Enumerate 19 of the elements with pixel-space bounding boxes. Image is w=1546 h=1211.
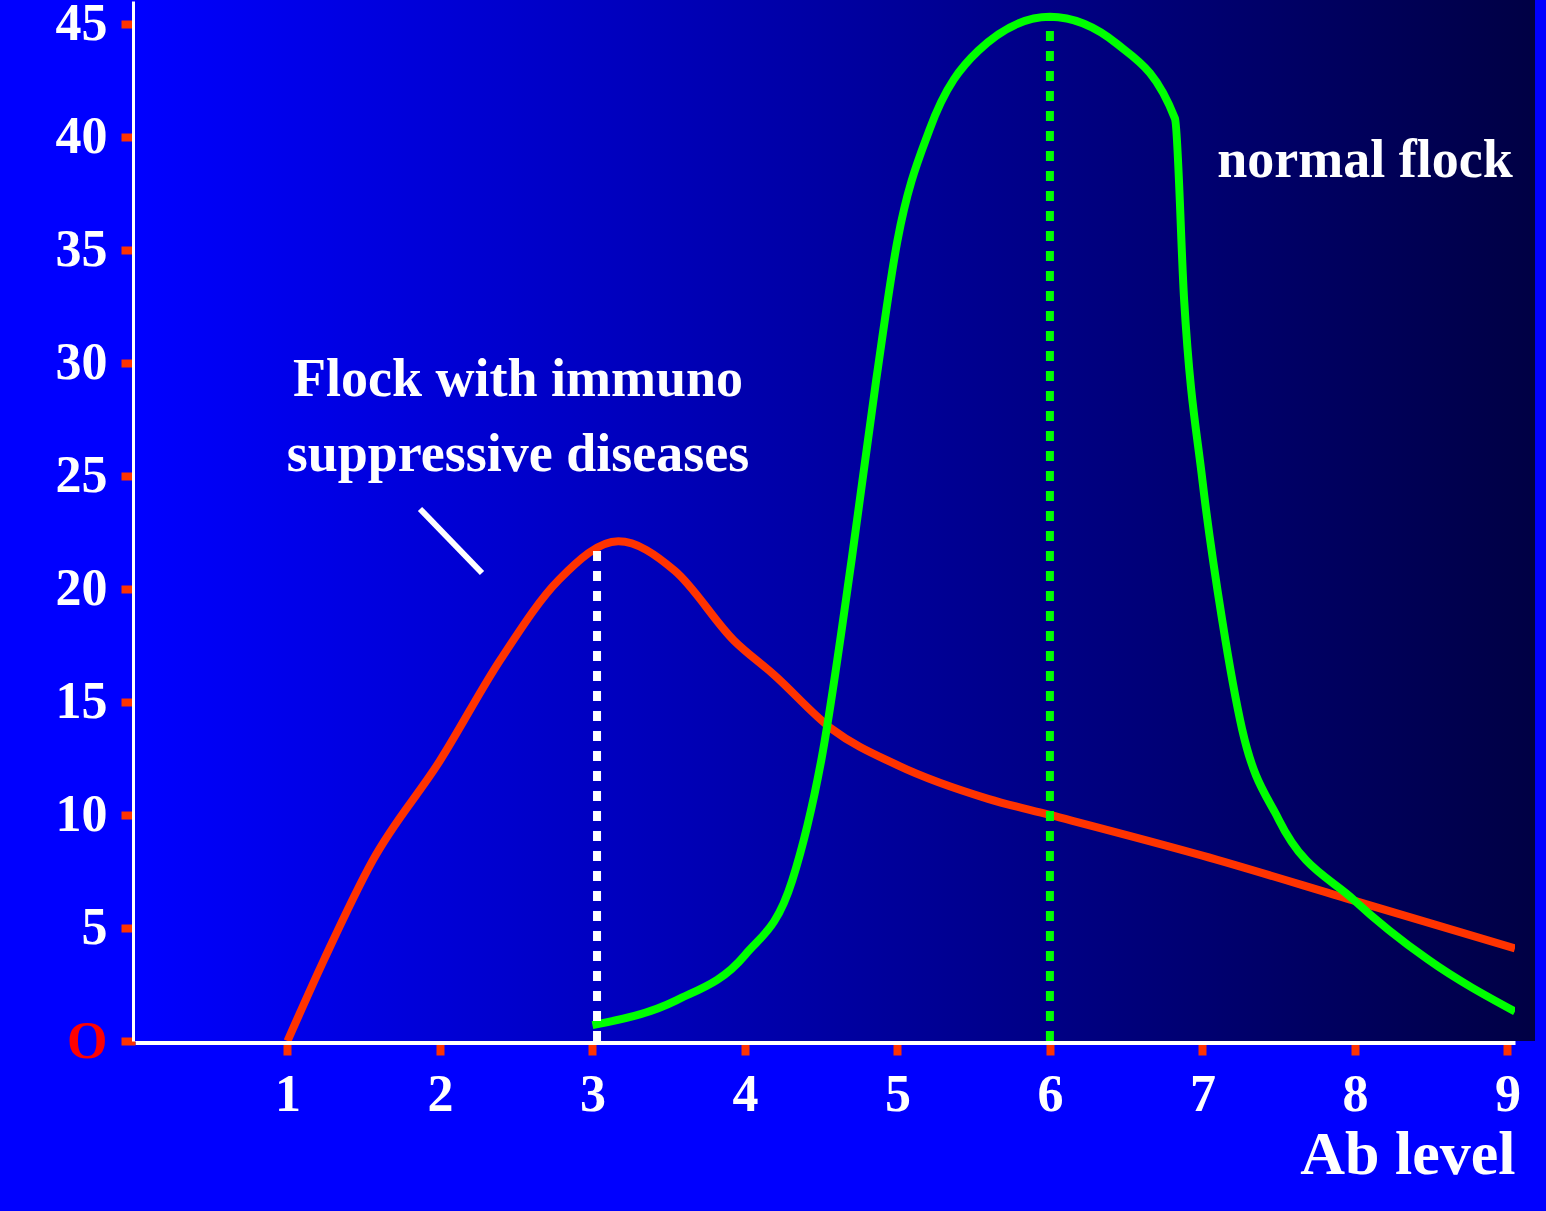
y-tick-label: O — [67, 1011, 108, 1069]
text: Flock with immuno suppressive diseases — [286, 348, 750, 483]
y-tick-label: 45 — [55, 0, 108, 52]
y-tick-label: 30 — [55, 333, 108, 391]
y-tick-label: 20 — [55, 559, 108, 617]
y-tick-label: 40 — [55, 107, 108, 165]
y-tick-label: 5 — [81, 898, 108, 956]
x-tick-label: 6 — [1037, 1064, 1064, 1122]
y-tick-label: 35 — [55, 220, 108, 278]
x-tick-label: 2 — [427, 1064, 454, 1122]
y-tick-label: 25 — [55, 446, 108, 504]
x-tick-label: 3 — [579, 1064, 606, 1122]
x-tick-label: 4 — [732, 1064, 759, 1122]
x-tick-label: 5 — [884, 1064, 911, 1122]
x-tick-label: 7 — [1189, 1064, 1216, 1122]
y-tick-label: 10 — [55, 785, 108, 843]
series-label: normal flock — [1217, 129, 1513, 189]
y-tick-label: 15 — [55, 672, 108, 730]
x-tick-label: 1 — [274, 1064, 301, 1122]
